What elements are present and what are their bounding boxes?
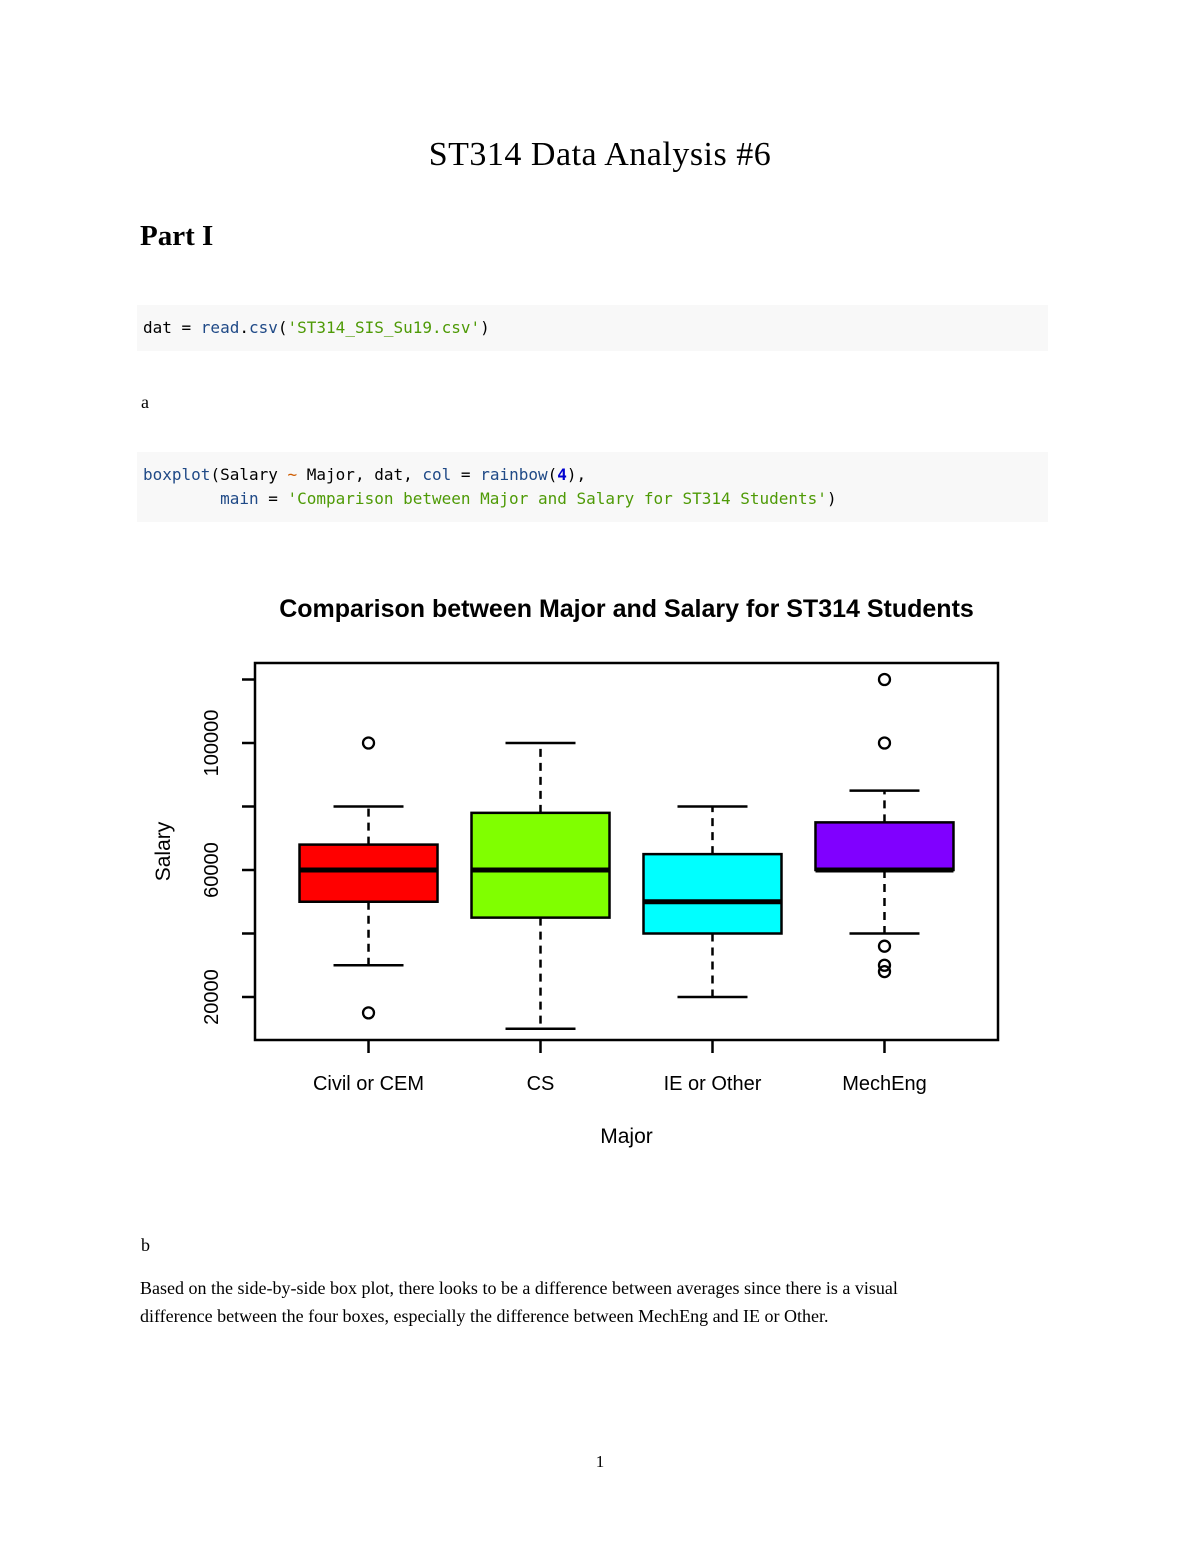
code-token-function: main [220, 489, 259, 508]
plot-border [253, 661, 1000, 1042]
y-axis: 20000 60000 100000 Salary [152, 678, 255, 1025]
x-axis-category-label: IE or Other [664, 1073, 762, 1095]
code-token-string: 'ST314_SIS_Su19.csv' [287, 318, 481, 337]
code-token-plain: (Salary [210, 465, 288, 484]
x-axis: Civil or CEM CS IE or Other MechEng Major [313, 1040, 927, 1148]
code-token-function: boxplot [143, 465, 211, 484]
code-token-plain: = [258, 489, 288, 508]
x-axis-category-label: CS [527, 1073, 555, 1095]
boxplot-figure: Comparison between Major and Salary for … [140, 580, 1060, 1160]
code-token-string: 'Comparison between Major and Salary for… [287, 489, 827, 508]
code-token-function: col [422, 465, 452, 484]
outlier-point [361, 736, 376, 750]
section-heading-part-i: Part I [140, 220, 214, 252]
code-token-function: rainbow [480, 465, 548, 484]
iqr-box [642, 852, 783, 935]
code-token-operator: ~ [287, 465, 298, 484]
x-axis-category-label: MechEng [842, 1073, 927, 1095]
x-axis-title: Major [600, 1125, 653, 1148]
page-number: 1 [595, 1452, 605, 1471]
code-token-plain: ( [547, 465, 558, 484]
boxplot-civil-or-cem [298, 736, 439, 1020]
outlier-point [877, 964, 892, 979]
y-axis-tick-label: 60000 [201, 842, 223, 898]
subsection-label-a: a [141, 392, 149, 412]
code-token-number: 4 [557, 465, 567, 484]
iqr-box [814, 821, 955, 872]
subsection-label-b: b [141, 1235, 150, 1255]
boxplot-mecheng [814, 672, 955, 979]
y-axis-title: Salary [152, 821, 175, 881]
y-axis-tick-label: 100000 [201, 710, 223, 777]
outlier-point [877, 958, 892, 972]
boxplot-ie-or-other [642, 805, 783, 999]
code-block-boxplot: boxplot(Salary ~ Major, dat, col = rainb… [137, 452, 1048, 522]
code-token-plain: dat = [143, 318, 201, 337]
answer-paragraph: Based on the side-by-side box plot, ther… [140, 1274, 1060, 1330]
outlier-point [877, 672, 892, 687]
iqr-box [470, 811, 611, 919]
code-block-read-csv: dat = read.csv('ST314_SIS_Su19.csv') [137, 305, 1048, 351]
code-token-plain: Major, dat, [297, 465, 423, 484]
code-token-plain: ( [277, 318, 288, 337]
code-token-function: read [200, 318, 240, 337]
y-axis-tick-label: 20000 [201, 969, 223, 1025]
answer-paragraph-line-2: difference between the four boxes, espec… [140, 1306, 829, 1326]
chart-title: Comparison between Major and Salary for … [279, 595, 974, 623]
answer-paragraph-line-1: Based on the side-by-side box plot, ther… [140, 1278, 898, 1298]
boxplot-cs [470, 741, 611, 1030]
outlier-point [877, 939, 892, 953]
code-token-plain: = [451, 465, 481, 484]
code-token-plain: ) [480, 318, 490, 337]
outlier-point [877, 736, 892, 750]
outlier-point [361, 1006, 376, 1020]
x-axis-category-label: Civil or CEM [313, 1073, 424, 1095]
code-token-plain [143, 489, 220, 508]
document-title: ST314 Data Analysis #6 [428, 136, 772, 173]
iqr-box [298, 843, 439, 904]
code-token-plain: ), [566, 465, 587, 484]
code-token-function: csv [248, 318, 278, 337]
boxplot-chart: Comparison between Major and Salary for … [152, 595, 1000, 1148]
code-token-plain: . [239, 318, 249, 337]
code-token-plain: ) [826, 489, 837, 508]
